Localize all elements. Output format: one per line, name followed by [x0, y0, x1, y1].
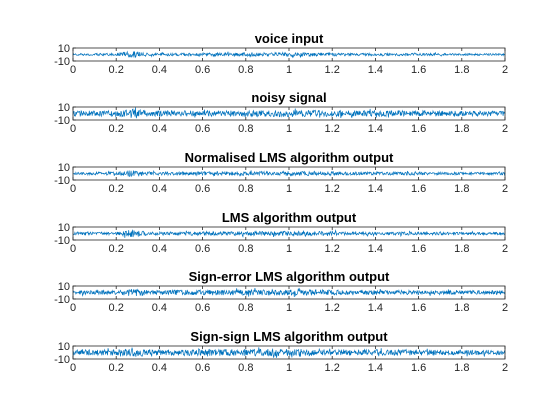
x-tick-label: 1.6 [411, 243, 426, 255]
x-tick-label: 0.4 [152, 64, 167, 76]
x-tick-label: 1.8 [454, 123, 469, 135]
x-tick-label: 0.4 [152, 362, 167, 374]
x-tick-label: 0.2 [109, 64, 124, 76]
y-tick-label: -10 [54, 294, 70, 306]
subplot-4: LMS algorithm output 0 0.2 0.4 0.6 0.8 1 1.2 1.4… [54, 210, 508, 255]
subplot-title: voice input [255, 31, 324, 46]
y-tick-label: -10 [54, 115, 70, 127]
x-tick-label: 1 [286, 123, 292, 135]
x-tick-label: 1.4 [368, 64, 383, 76]
x-tick-label: 2 [502, 123, 508, 135]
subplot-1: voice input 0 0.2 0.4 0.6 0.8 1 1.2 1.4 1.6 1.8 2 -1… [54, 31, 508, 76]
x-tick-label: 1.6 [411, 64, 426, 76]
x-tick-label: 1.4 [368, 302, 383, 314]
x-tick-label: 1 [286, 362, 292, 374]
x-tick-label: 1 [286, 302, 292, 314]
x-tick-label: 1.2 [325, 123, 340, 135]
x-tick-label: 0.2 [109, 362, 124, 374]
x-tick-label: 0.4 [152, 243, 167, 255]
x-tick-label: 0.4 [152, 302, 167, 314]
x-tick-label: 0.2 [109, 123, 124, 135]
subplot-stack: voice input 0 0.2 0.4 0.6 0.8 1 1.2 1.4 1.6 1.8 2 -1… [54, 31, 508, 374]
x-tick-label: 2 [502, 243, 508, 255]
subplot-title: Sign-error LMS algorithm output [189, 269, 390, 284]
signal-trace [72, 347, 506, 358]
x-tick-label: 0.8 [238, 243, 253, 255]
x-tick-label: 0.6 [195, 183, 210, 195]
subplot-2: noisy signal 0 0.2 0.4 0.6 0.8 1 1.2 1.4 1.6 1.8 2 -… [54, 90, 508, 135]
x-tick-label: 1.8 [454, 183, 469, 195]
x-tick-label: 1.6 [411, 183, 426, 195]
subplot-title: noisy signal [251, 90, 326, 105]
x-tick-label: 1.2 [325, 64, 340, 76]
x-tick-label: 1.2 [325, 183, 340, 195]
x-tick-label: 0 [70, 64, 76, 76]
y-tick-label: -10 [54, 56, 70, 68]
x-tick-label: 1.8 [454, 302, 469, 314]
x-tick-label: 2 [502, 362, 508, 374]
subplot-3: Normalised LMS algorithm output 0 0.2 0.4 0.… [54, 150, 508, 195]
x-tick-label: 2 [502, 64, 508, 76]
signal-trace [73, 170, 506, 178]
y-tick-label: -10 [54, 235, 70, 247]
subplot-5: Sign-error LMS algorithm output 0 0.2 0.4 0.… [54, 269, 508, 314]
x-tick-label: 0 [70, 362, 76, 374]
x-tick-label: 0.6 [195, 123, 210, 135]
signal-trace [72, 50, 506, 59]
y-tick-label: -10 [54, 175, 70, 187]
x-tick-label: 0.8 [238, 362, 253, 374]
y-tick-label: 10 [58, 162, 70, 174]
x-tick-label: 0.8 [238, 123, 253, 135]
signal-trace [72, 287, 506, 297]
x-tick-label: 1.4 [368, 183, 383, 195]
x-tick-label: 0.6 [195, 302, 210, 314]
x-tick-label: 0.6 [195, 243, 210, 255]
x-tick-label: 1.6 [411, 362, 426, 374]
x-tick-label: 0.2 [109, 302, 124, 314]
subplot-title: Normalised LMS algorithm output [185, 150, 394, 165]
x-tick-label: 1 [286, 243, 292, 255]
x-tick-label: 0.2 [109, 183, 124, 195]
x-tick-label: 1.4 [368, 362, 383, 374]
signal-trace [72, 229, 506, 238]
x-tick-label: 1.4 [368, 123, 383, 135]
x-tick-label: 1 [286, 183, 292, 195]
x-tick-label: 0.6 [195, 362, 210, 374]
y-tick-label: 10 [58, 43, 70, 55]
x-tick-label: 0.2 [109, 243, 124, 255]
x-tick-label: 1.2 [325, 302, 340, 314]
x-tick-label: 1.2 [325, 243, 340, 255]
x-tick-label: 0 [70, 123, 76, 135]
x-tick-label: 1.8 [454, 243, 469, 255]
y-tick-label: 10 [58, 281, 70, 293]
x-tick-label: 0.6 [195, 64, 210, 76]
x-tick-label: 1.4 [368, 243, 383, 255]
x-tick-label: 0 [70, 243, 76, 255]
signal-trace [72, 107, 506, 119]
subplot-6: Sign-sign LMS algorithm output 0 0.2 0.4 0.6… [54, 329, 508, 374]
x-tick-label: 1.8 [454, 64, 469, 76]
x-tick-label: 0.8 [238, 302, 253, 314]
x-tick-label: 1.2 [325, 362, 340, 374]
x-tick-label: 0 [70, 183, 76, 195]
x-tick-label: 2 [502, 302, 508, 314]
x-tick-label: 0.4 [152, 183, 167, 195]
y-tick-label: 10 [58, 341, 70, 353]
x-tick-label: 1.6 [411, 123, 426, 135]
x-tick-label: 1 [286, 64, 292, 76]
x-tick-label: 0.4 [152, 123, 167, 135]
x-tick-label: 0.8 [238, 183, 253, 195]
subplot-title: LMS algorithm output [222, 210, 357, 225]
x-tick-label: 0.8 [238, 64, 253, 76]
x-tick-label: 2 [502, 183, 508, 195]
subplot-title: Sign-sign LMS algorithm output [190, 329, 388, 344]
y-tick-label: 10 [58, 102, 70, 114]
x-tick-label: 0 [70, 302, 76, 314]
x-tick-label: 1.6 [411, 302, 426, 314]
y-tick-label: 10 [58, 222, 70, 234]
x-tick-label: 1.8 [454, 362, 469, 374]
axes-area [73, 286, 505, 299]
y-tick-label: -10 [54, 354, 70, 366]
